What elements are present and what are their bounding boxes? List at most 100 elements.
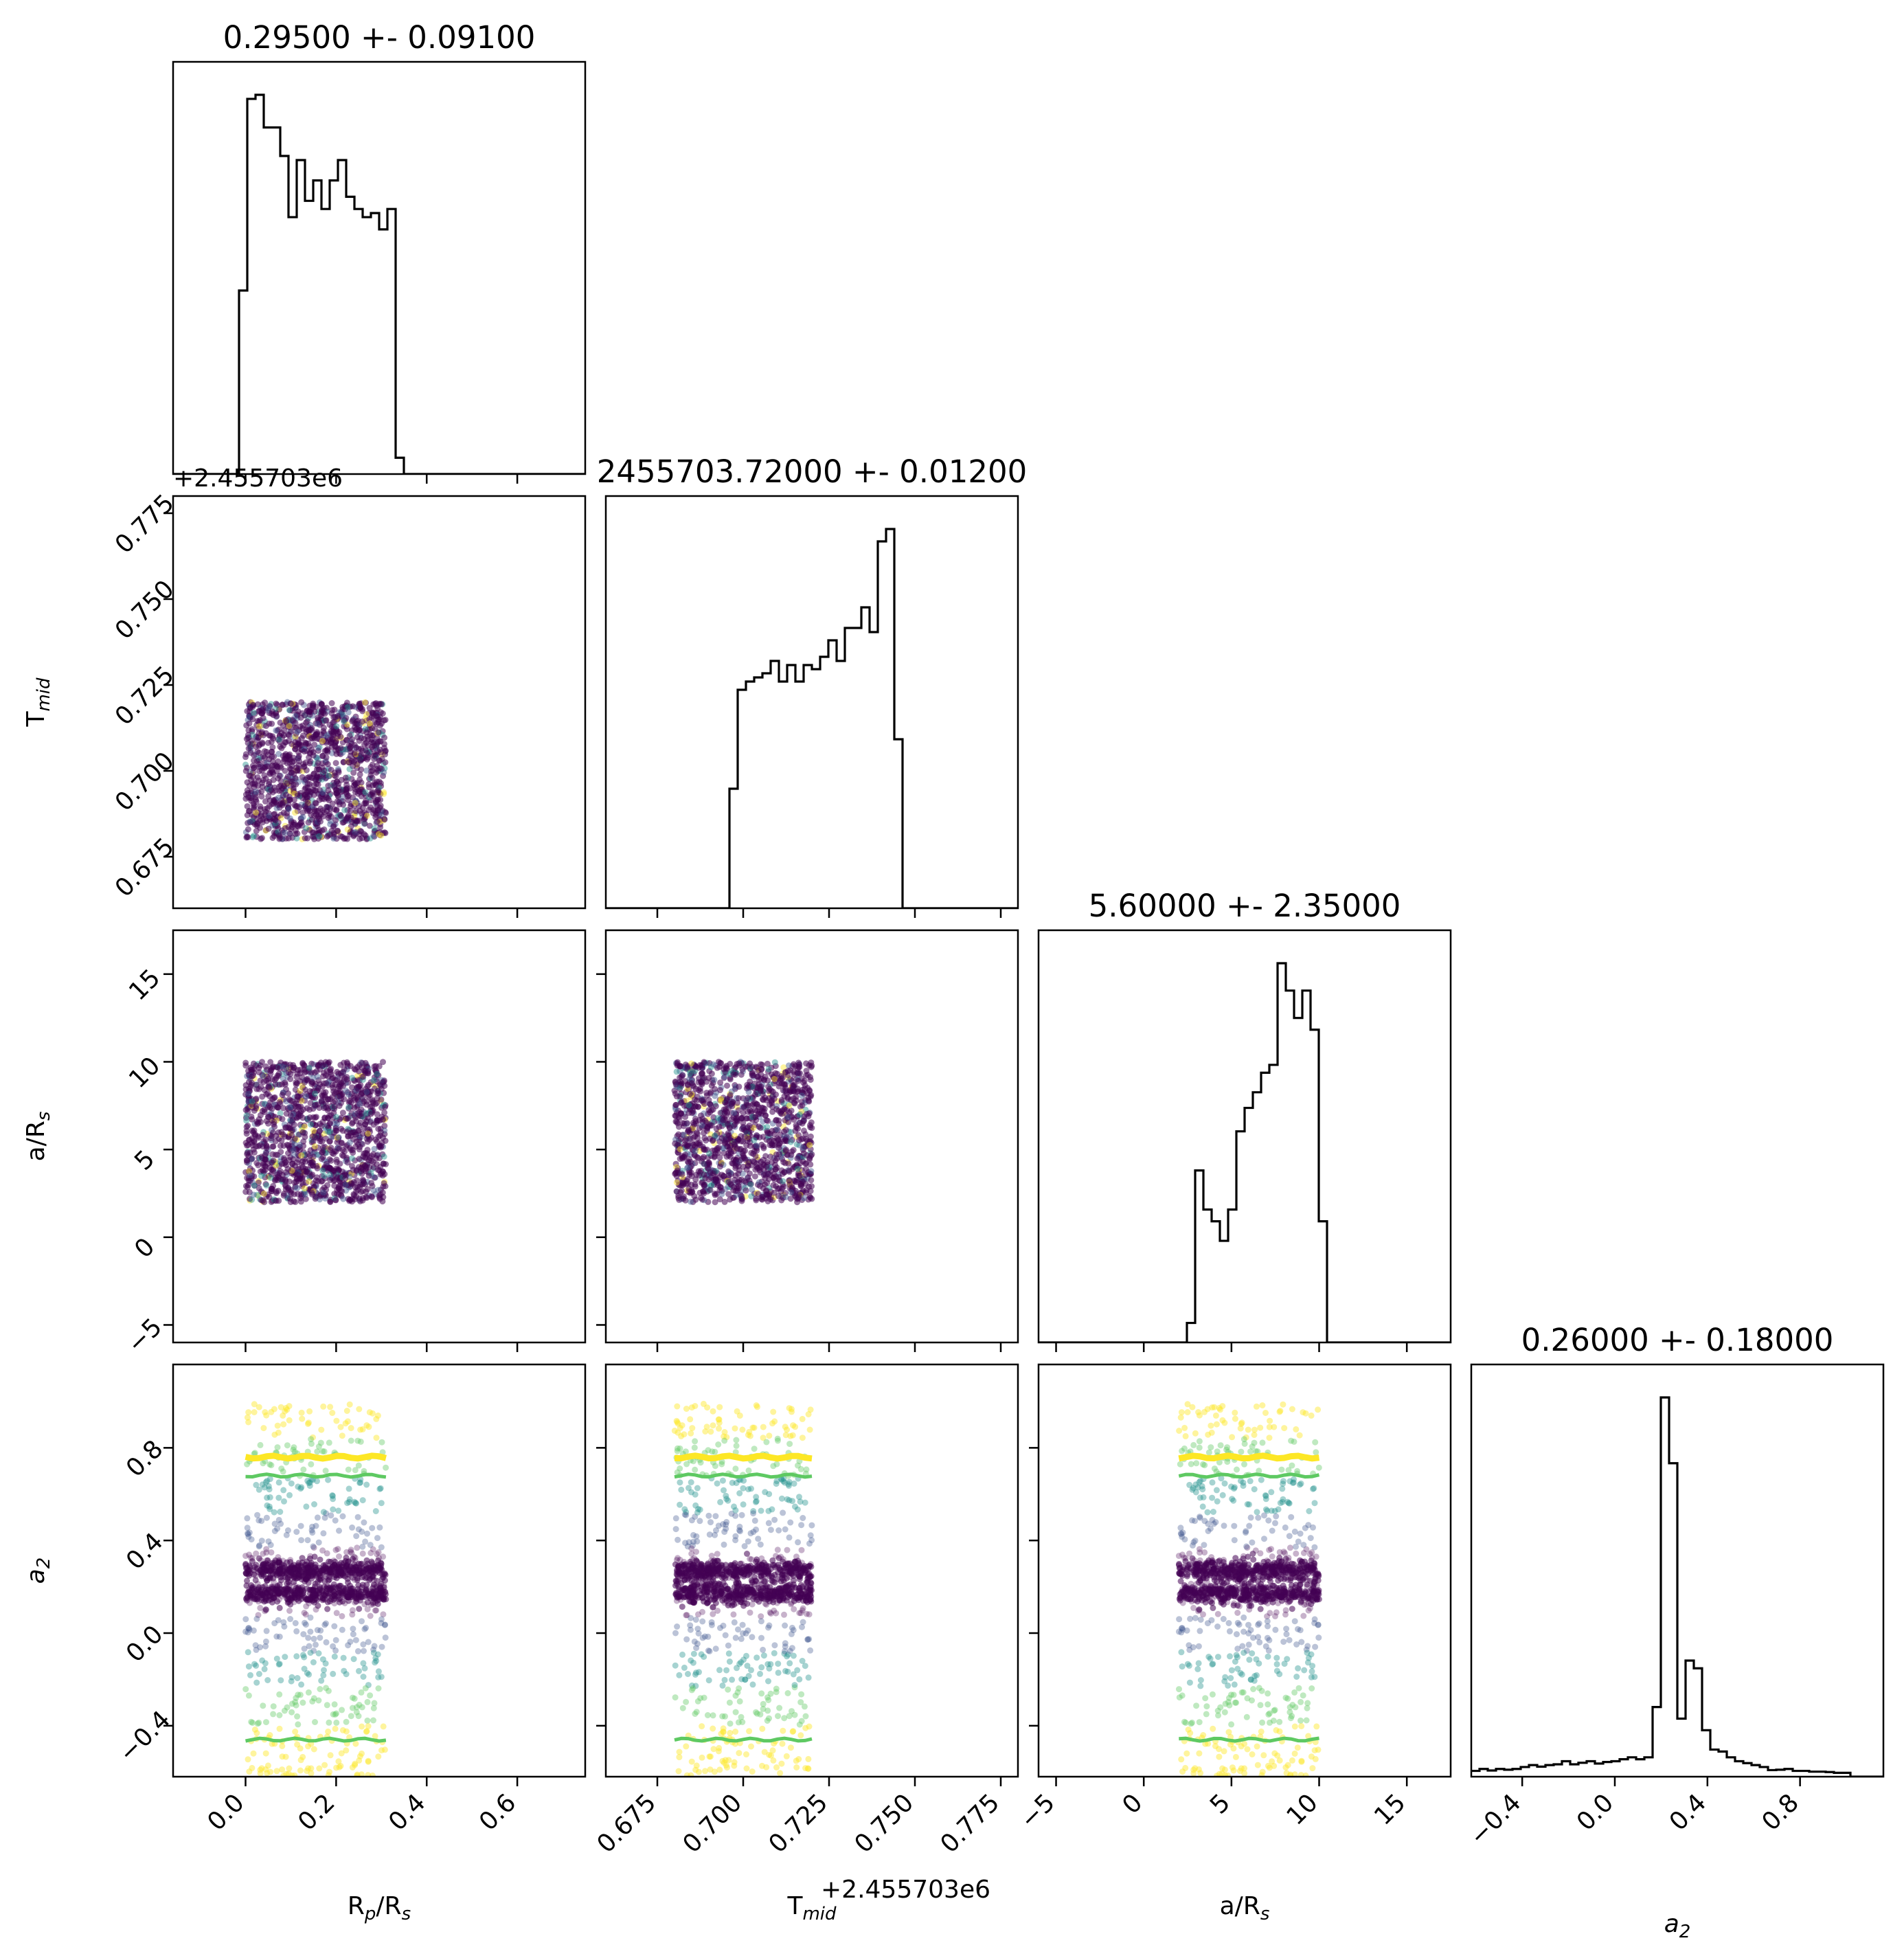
scatter-point [258, 793, 265, 800]
scatter-point [715, 1182, 721, 1189]
scatter-point [255, 1179, 262, 1186]
scatter-point [358, 766, 365, 773]
scatter-point [302, 835, 308, 842]
scatter-point [307, 1614, 314, 1621]
scatter-point [305, 1634, 312, 1641]
scatter-point [673, 1093, 680, 1100]
scatter-point [279, 1092, 286, 1099]
scatter-point [681, 1102, 688, 1109]
scatter-point [793, 1124, 800, 1131]
scatter-point [788, 1189, 795, 1195]
scatter-point [279, 827, 285, 834]
scatter-point [310, 1127, 317, 1134]
scatter-point [708, 1070, 715, 1077]
scatter-point [771, 1075, 778, 1082]
scatter-point [799, 1102, 806, 1109]
scatter-point [291, 1135, 298, 1142]
scatter-point [259, 780, 266, 786]
scatter-point [348, 1437, 354, 1444]
scatter-point [282, 1178, 289, 1184]
scatter-point [306, 1178, 313, 1185]
scatter-point [377, 1485, 384, 1492]
scatter-point [249, 1558, 256, 1564]
scatter-point [273, 712, 280, 719]
scatter-point [273, 1633, 280, 1640]
scatter-point [717, 1079, 724, 1086]
scatter-point [263, 1412, 270, 1419]
scatter-point [336, 1103, 343, 1110]
scatter-point [270, 1113, 277, 1120]
scatter-point [282, 829, 288, 836]
scatter-point [266, 1193, 273, 1200]
scatter-point [359, 1130, 366, 1137]
scatter-point [306, 1671, 313, 1678]
scatter-point [308, 1060, 315, 1067]
scatter-point [362, 789, 369, 796]
scatter-point [257, 1062, 264, 1069]
scatter-point [381, 791, 387, 798]
scatter-point [333, 1710, 340, 1717]
scatter-point [332, 738, 339, 745]
scatter-point [249, 1127, 256, 1134]
scatter-point [796, 1112, 803, 1118]
scatter-point [339, 833, 345, 840]
scatter-point [318, 701, 325, 708]
scatter-point [785, 1160, 792, 1167]
scatter-point [702, 1175, 709, 1182]
scatter-point [316, 813, 323, 820]
scatter-point [306, 711, 313, 718]
scatter-point [682, 1114, 689, 1121]
scatter-point [374, 1111, 381, 1118]
scatter-point [798, 1092, 805, 1099]
scatter-point [343, 1718, 350, 1725]
scatter-point [271, 1528, 278, 1534]
scatter-point [267, 1494, 273, 1500]
scatter-point [805, 1094, 812, 1101]
scatter-point [380, 1059, 386, 1066]
scatter-point [245, 1142, 251, 1149]
scatter-point [253, 798, 260, 805]
scatter-point [375, 729, 382, 736]
scatter-point [350, 1147, 356, 1154]
scatter-point [244, 1577, 250, 1584]
scatter-point [319, 1073, 326, 1080]
scatter-point [269, 1167, 276, 1174]
hist-panel-aRs: 5.60000 +- 2.35000 [1037, 888, 1452, 1344]
scatter-point [245, 727, 252, 734]
scatter-point [307, 1100, 314, 1106]
scatter-point [244, 1157, 251, 1164]
scatter-point [361, 1180, 367, 1187]
scatter-point [336, 1145, 343, 1152]
scatter-point [340, 1195, 347, 1202]
scatter-point [312, 1122, 319, 1129]
scatter-point [341, 807, 348, 813]
scatter-point [681, 1137, 688, 1144]
scatter-point [706, 1060, 713, 1066]
scatter-point [363, 1422, 370, 1429]
scatter-point [767, 1196, 774, 1203]
scatter-point [383, 1161, 389, 1167]
scatter-point [287, 1112, 294, 1118]
scatter-point [290, 1156, 297, 1162]
scatter-point [266, 732, 273, 739]
scatter-point [303, 1077, 310, 1083]
scatter-point [297, 1110, 304, 1116]
scatter-point [767, 1130, 773, 1137]
scatter-point [269, 1096, 276, 1103]
scatter-point [351, 802, 358, 809]
scatter-point [255, 809, 261, 816]
scatter-point [335, 1758, 342, 1765]
scatter-point [278, 1129, 285, 1136]
scatter-point [785, 1062, 792, 1069]
scatter-point [259, 1657, 266, 1664]
scatter-point [266, 1102, 272, 1109]
scatter-point [798, 1136, 805, 1143]
scatter-point [714, 1130, 721, 1137]
scatter-point [269, 708, 275, 715]
scatter-point [738, 1071, 745, 1078]
scatter-point [714, 1064, 721, 1071]
scatter-point [346, 1098, 353, 1105]
scatter-point [314, 1478, 320, 1485]
hist-tmid-steps [606, 528, 1018, 908]
scatter-point [324, 732, 330, 739]
